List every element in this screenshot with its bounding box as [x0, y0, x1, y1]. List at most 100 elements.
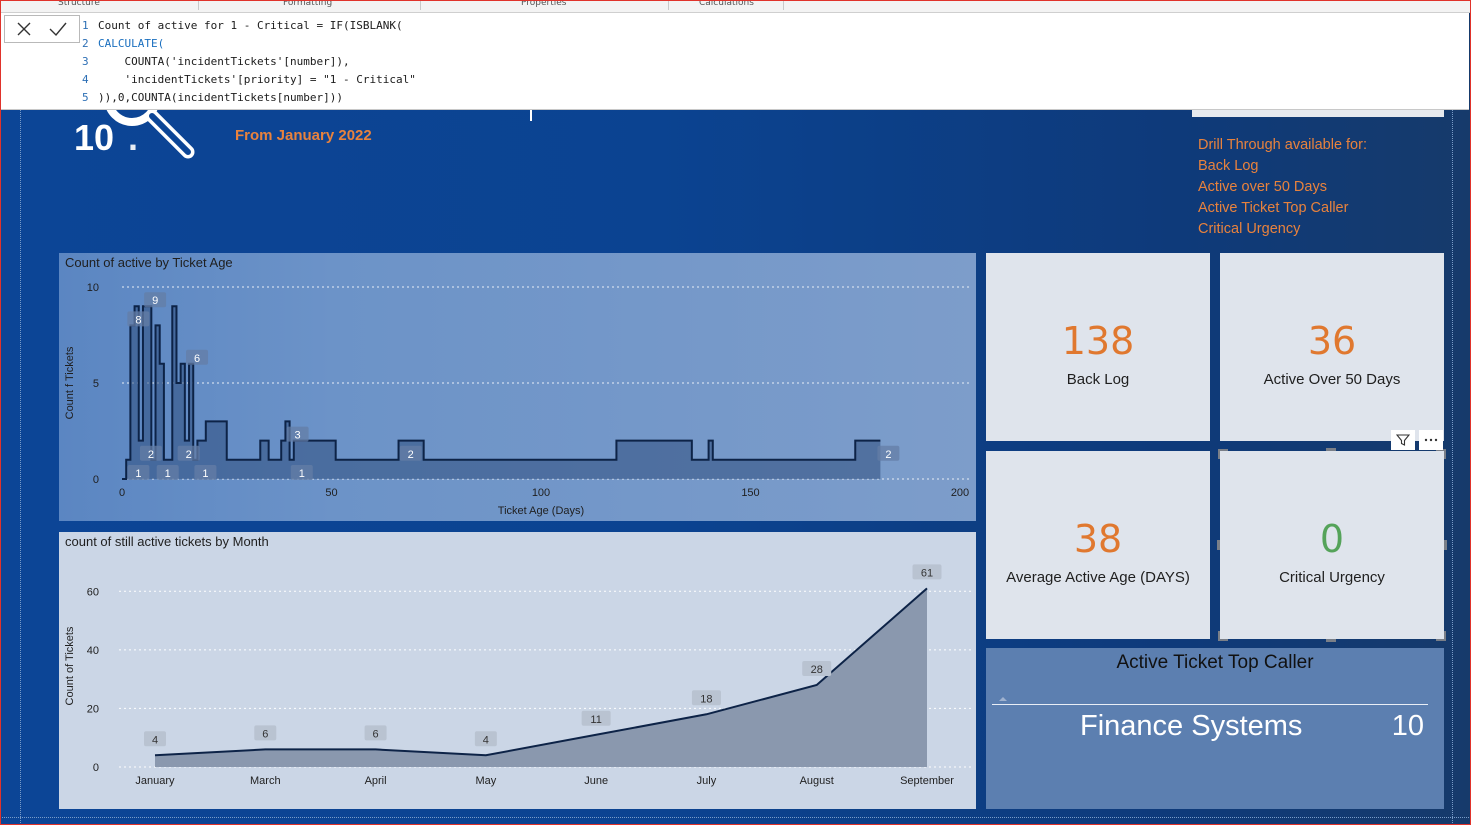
ribbon-section-formatting[interactable]: Formatting [283, 0, 333, 8]
filter-icon[interactable] [1391, 430, 1415, 450]
age-data-label: 6 [194, 353, 200, 365]
age-data-label-box [286, 426, 309, 442]
commit-button[interactable] [43, 16, 73, 42]
svg-text:10: 10 [74, 117, 114, 158]
age-data-label: 2 [408, 449, 414, 461]
month-data-label: 4 [152, 734, 158, 746]
dax-formula-bar[interactable]: 1 Count of active for 1 - Critical = IF(I… [0, 13, 1469, 110]
card-average-age[interactable]: 38 Average Active Age (DAYS) [986, 451, 1210, 639]
card-active-over-50-value: 36 [1307, 319, 1357, 363]
code-line: 1 Count of active for 1 - Critical = IF(I… [82, 19, 403, 32]
ribbon-strip: Structure Formatting Properties Calculat… [0, 0, 1471, 13]
age-data-label-box [144, 292, 167, 308]
age-data-label-box [139, 445, 162, 461]
ribbon-section-properties[interactable]: Properties [521, 0, 567, 8]
age-data-label: 1 [202, 468, 208, 480]
y-tick-label: 40 [87, 645, 99, 657]
top-caller-visual[interactable]: Active Ticket Top Caller Finance Systems… [986, 648, 1444, 809]
drill-through-item-critical: Critical Urgency [1198, 221, 1301, 237]
card-critical-urgency-value: 0 [1319, 517, 1345, 561]
selection-handle-bottom[interactable] [1326, 639, 1336, 642]
age-data-label: 1 [135, 468, 141, 480]
age-data-label-box [127, 311, 150, 327]
month-data-label-box [802, 661, 832, 676]
top-caller-name: Finance Systems [1080, 710, 1303, 742]
top-caller-divider [992, 704, 1428, 705]
age-data-label-box [399, 445, 422, 461]
age-data-label-box [127, 465, 150, 480]
magnifier-logo-icon: 10 . [74, 100, 195, 159]
month-data-label: 4 [483, 734, 489, 746]
x-tick-label: 50 [325, 487, 337, 499]
card-active-over-50-label: Active Over 50 Days [1263, 371, 1401, 388]
y-tick-label: 10 [87, 282, 99, 294]
y-axis-label: Count of Tickets [64, 626, 76, 705]
card-average-age-label: Average Active Age (DAYS) [1006, 569, 1190, 586]
card-critical-urgency[interactable]: 0 Critical Urgency [1217, 448, 1447, 642]
selection-handle-bl[interactable] [1218, 631, 1228, 641]
y-axis-label: Count f Tickets [64, 346, 76, 419]
month-data-label: 6 [262, 728, 268, 740]
selection-handle-tr[interactable] [1436, 449, 1446, 459]
y-tick-label: 0 [93, 762, 99, 774]
age-data-label: 9 [152, 295, 158, 307]
selection-handle-br[interactable] [1436, 631, 1446, 641]
ribbon-section-calculations[interactable]: Calculations [699, 0, 754, 8]
age-data-label-box [877, 445, 900, 461]
age-data-label-box [156, 465, 179, 480]
month-data-label-box [364, 725, 387, 741]
drill-through-notes: Drill Through available for: Back Log Ac… [1198, 135, 1367, 240]
card-average-age-value: 38 [1073, 517, 1123, 561]
x-tick-label: March [250, 775, 281, 787]
code-line: 5)),0,COUNTA(incidentTickets[number])) [82, 91, 344, 104]
y-tick-label: 20 [87, 703, 99, 715]
top-caller-title: Active Ticket Top Caller [1116, 652, 1314, 673]
dax-code-editor[interactable]: 1 Count of active for 1 - Critical = IF(I… [82, 17, 416, 107]
selection-handle-tl[interactable] [1218, 449, 1228, 459]
y-tick-label: 60 [87, 586, 99, 598]
x-tick-label: 150 [741, 487, 759, 499]
code-line: 2 CALCULATE( [82, 37, 165, 50]
card-active-over-50[interactable]: 36 Active Over 50 Days [1220, 253, 1444, 441]
month-chart: 0 20 40 60 Count of Tickets January March April… [64, 564, 971, 787]
month-data-label-box [144, 731, 166, 747]
card-critical-urgency-label: Critical Urgency [1279, 569, 1385, 586]
month-data-label-box [581, 710, 611, 726]
selection-handle-top[interactable] [1326, 448, 1336, 451]
close-icon [17, 22, 31, 36]
age-data-label-box [290, 465, 313, 480]
ticket-age-chart-visual[interactable]: Count of active by Ticket Age 0 5 10 0 50 100… [59, 253, 976, 521]
drill-through-item-back-log: Back Log [1198, 158, 1259, 174]
x-tick-label: June [584, 775, 608, 787]
selection-handle-left[interactable] [1217, 540, 1220, 550]
x-tick-label: 100 [532, 487, 550, 499]
canvas-guide-left [20, 0, 21, 825]
formula-bar-actions [4, 15, 80, 43]
sort-arrow-icon[interactable] [998, 696, 1008, 702]
slicer-visual[interactable] [1192, 110, 1444, 117]
x-tick-label: August [800, 775, 834, 787]
selection-handle-right[interactable] [1444, 540, 1447, 550]
age-data-label-box [177, 445, 200, 461]
cancel-button[interactable] [9, 16, 39, 42]
drill-through-item-active-50: Active over 50 Days [1198, 179, 1327, 195]
month-series-area [155, 588, 927, 767]
card-back-log[interactable]: 138 Back Log [986, 253, 1210, 441]
ribbon-section-structure[interactable]: Structure [58, 0, 100, 8]
drill-through-item-top-caller: Active Ticket Top Caller [1198, 200, 1349, 216]
age-data-label: 2 [148, 449, 154, 461]
month-chart-visual[interactable]: count of still active tickets by Month 0… [59, 532, 976, 809]
age-data-label: 2 [885, 449, 891, 461]
card-back-log-value: 138 [1061, 319, 1135, 363]
age-data-label-box [194, 465, 217, 480]
age-data-label-box [186, 349, 209, 365]
age-series-area [122, 306, 881, 479]
code-line: 3 COUNTA('incidentTickets'[number]), [82, 55, 350, 68]
x-tick-label: May [475, 775, 496, 787]
month-data-label: 18 [700, 693, 712, 705]
y-tick-label: 0 [93, 474, 99, 486]
canvas-guide-bottom [0, 817, 1471, 818]
more-options-icon[interactable] [1419, 430, 1443, 450]
